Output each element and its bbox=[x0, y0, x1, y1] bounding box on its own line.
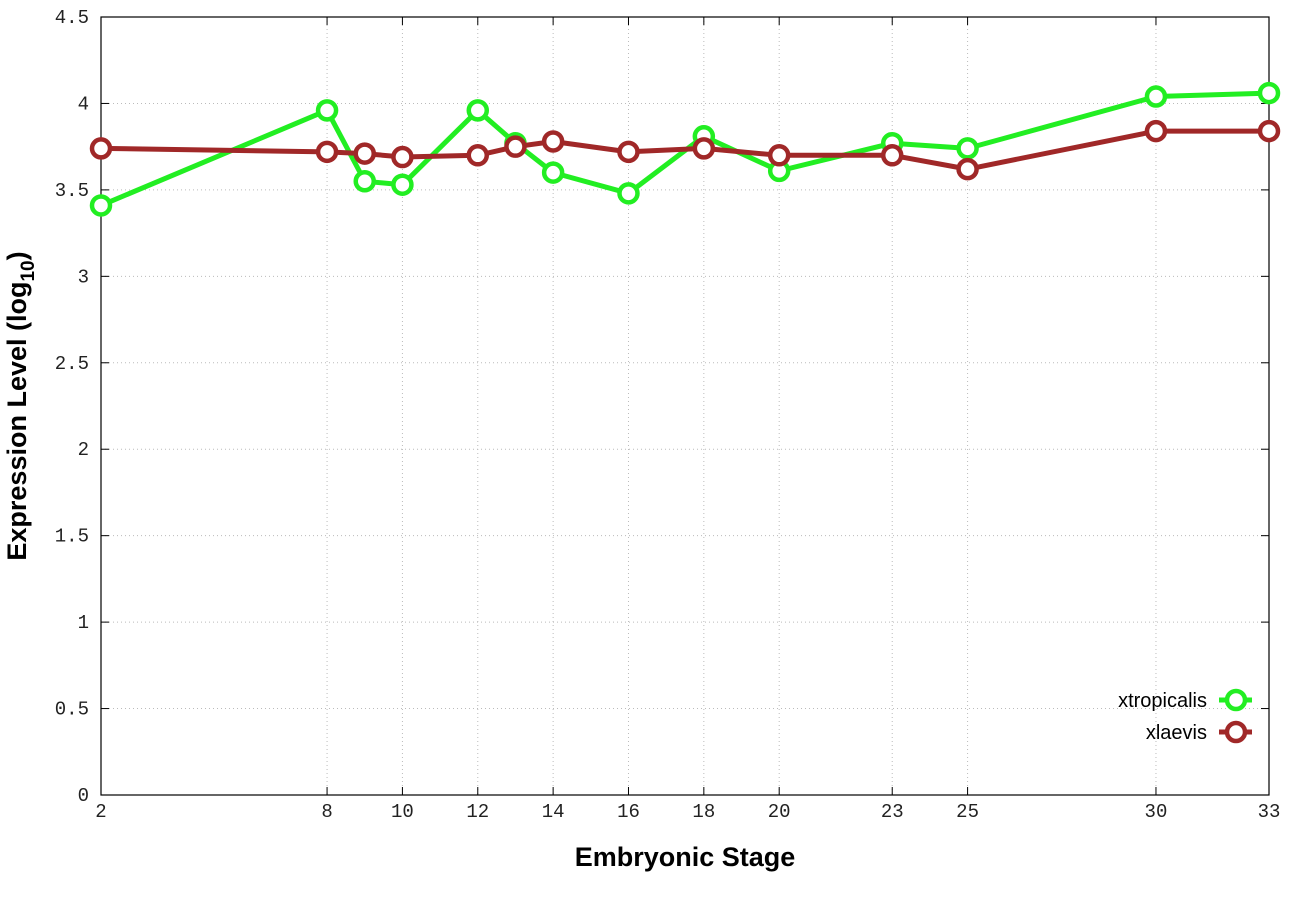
x-tick-label: 8 bbox=[321, 801, 332, 823]
y-axis-title: Expression Level (log10) bbox=[2, 251, 39, 560]
point bbox=[466, 99, 490, 122]
legend-label: xtropicalis bbox=[1118, 690, 1207, 712]
point bbox=[1144, 85, 1168, 108]
y-axis-title-suffix: ) bbox=[2, 251, 32, 260]
point bbox=[315, 140, 339, 164]
x-tick-label: 33 bbox=[1258, 801, 1281, 823]
point bbox=[504, 135, 527, 158]
point bbox=[466, 144, 490, 167]
point bbox=[1257, 81, 1281, 105]
y-tick-label: 2.5 bbox=[55, 353, 89, 375]
point bbox=[617, 182, 640, 205]
x-tick-label: 20 bbox=[768, 801, 791, 823]
y-tick-label: 0 bbox=[78, 785, 89, 807]
point bbox=[692, 137, 716, 160]
point bbox=[1144, 119, 1168, 143]
legend-swatch-marker bbox=[1224, 688, 1248, 712]
legend-swatch-marker bbox=[1224, 720, 1248, 744]
legend-label: xlaevis bbox=[1146, 722, 1207, 744]
x-tick-label: 14 bbox=[542, 801, 565, 823]
y-axis-title-subscript: 10 bbox=[18, 260, 39, 281]
y-tick-label: 1.5 bbox=[55, 526, 89, 548]
x-tick-label: 30 bbox=[1145, 801, 1168, 823]
x-tick-label: 12 bbox=[466, 801, 489, 823]
x-axis-title: Embryonic Stage bbox=[575, 842, 796, 872]
point bbox=[956, 137, 979, 160]
x-tick-label: 10 bbox=[391, 801, 414, 823]
y-tick-label: 4.5 bbox=[55, 7, 89, 29]
point bbox=[541, 130, 565, 153]
x-tick-label: 25 bbox=[956, 801, 979, 823]
y-tick-label: 3.5 bbox=[55, 180, 89, 202]
point bbox=[880, 144, 904, 167]
point bbox=[315, 99, 339, 122]
point bbox=[767, 144, 791, 167]
series-line bbox=[100, 128, 1269, 172]
x-tick-label: 18 bbox=[692, 801, 715, 823]
point bbox=[956, 157, 979, 181]
point bbox=[89, 194, 113, 217]
x-tick-label: 23 bbox=[881, 801, 904, 823]
plot-frame bbox=[100, 16, 1270, 796]
x-tick-label: 2 bbox=[95, 801, 106, 823]
y-tick-label: 1 bbox=[78, 612, 89, 634]
x-tick-label: 16 bbox=[617, 801, 640, 823]
point bbox=[541, 161, 565, 184]
point bbox=[1257, 119, 1281, 143]
y-tick-label: 2 bbox=[78, 439, 89, 461]
point bbox=[353, 169, 376, 193]
point bbox=[617, 140, 640, 164]
point bbox=[89, 137, 113, 160]
y-tick-label: 4 bbox=[78, 93, 89, 115]
y-tick-label: 3 bbox=[78, 266, 89, 288]
point bbox=[391, 145, 414, 169]
y-axis-title-text: Expression Level (log bbox=[2, 282, 32, 561]
y-tick-label: 0.5 bbox=[55, 699, 89, 721]
point bbox=[353, 142, 376, 165]
point bbox=[391, 173, 414, 196]
